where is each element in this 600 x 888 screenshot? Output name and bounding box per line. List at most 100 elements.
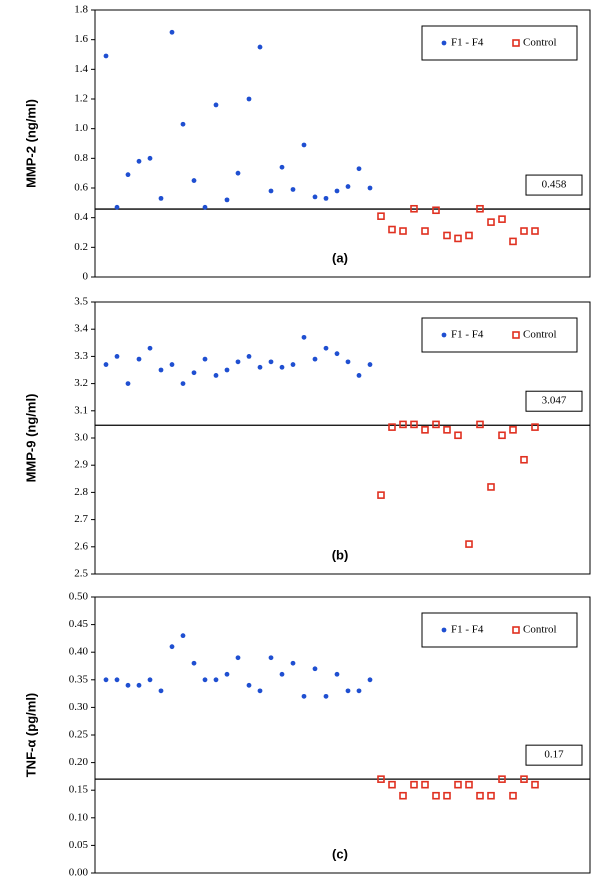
point (290, 187, 296, 192)
point (147, 345, 153, 351)
y-axis-label: MMP-9 (ng/ml) (23, 394, 38, 483)
point (114, 354, 120, 359)
point (531, 227, 539, 235)
point (268, 188, 274, 194)
point (301, 693, 307, 699)
point (345, 359, 351, 365)
legend-swatch (441, 332, 447, 338)
point (487, 791, 495, 800)
point (257, 364, 263, 370)
y-tick-label: 3.5 (74, 296, 88, 308)
point (465, 780, 473, 789)
point (509, 237, 517, 246)
point (377, 491, 385, 499)
point (103, 362, 109, 367)
legend-swatch (512, 331, 520, 339)
point (432, 206, 440, 215)
point (147, 155, 153, 161)
point (377, 775, 385, 783)
point (520, 227, 528, 235)
point (169, 29, 175, 35)
legend-swatch (441, 627, 447, 633)
point (421, 780, 429, 789)
y-tick-label: 0.50 (69, 591, 89, 603)
y-tick-label: 0.35 (69, 673, 89, 685)
legend-swatch (512, 626, 520, 634)
point (334, 188, 340, 194)
y-tick-label: 3.0 (74, 432, 88, 444)
y-tick-label: 0.15 (69, 784, 89, 796)
point (443, 426, 451, 434)
y-tick-label: 0.30 (69, 701, 89, 713)
panel-label: (a) (332, 250, 348, 265)
point (213, 373, 219, 378)
y-tick-label: 0.05 (69, 839, 89, 851)
point (509, 791, 517, 800)
y-tick-label: 0.20 (69, 756, 89, 768)
y-tick-label: 0.45 (69, 618, 89, 630)
point (169, 644, 175, 650)
y-axis-label: MMP-2 (ng/ml) (23, 99, 38, 188)
point (180, 633, 186, 639)
point (443, 231, 451, 240)
point (312, 194, 318, 200)
point (432, 791, 440, 800)
point (246, 354, 252, 359)
point (334, 351, 340, 357)
legend-label: Control (523, 37, 557, 49)
point (465, 231, 473, 240)
point (410, 780, 418, 789)
point (345, 184, 351, 189)
point (224, 671, 230, 677)
legend-label: Control (523, 624, 557, 636)
point (356, 688, 362, 694)
y-tick-label: 1.4 (74, 63, 88, 75)
panel-label: (b) (332, 547, 349, 562)
point (323, 195, 329, 201)
legend-swatch (441, 40, 447, 46)
point (476, 791, 484, 800)
point (345, 688, 351, 694)
legend-box (421, 612, 578, 648)
point (268, 655, 274, 661)
point (202, 204, 208, 210)
point (410, 420, 418, 429)
y-tick-label: 1.8 (74, 4, 88, 16)
point (531, 423, 539, 431)
y-tick-label: 2.7 (74, 513, 88, 525)
y-tick-label: 1.2 (74, 93, 88, 105)
legend-box (421, 25, 578, 61)
point (103, 677, 109, 683)
point (476, 204, 484, 213)
legend-label: Control (523, 329, 557, 341)
point (465, 540, 473, 548)
y-tick-label: 2.5 (74, 568, 88, 580)
legend-label: F1 - F4 (451, 37, 484, 49)
point (268, 359, 274, 365)
point (487, 483, 495, 491)
threshold-label: 3.047 (542, 395, 567, 407)
point (147, 677, 153, 683)
point (356, 373, 362, 378)
y-tick-label: 0.6 (74, 182, 88, 194)
y-tick-label: 0.40 (69, 646, 89, 658)
threshold-box (525, 390, 583, 412)
point (290, 660, 296, 666)
point (323, 345, 329, 351)
plot-frame (94, 9, 591, 278)
point (125, 381, 131, 386)
point (356, 166, 362, 172)
point (290, 362, 296, 367)
point (180, 381, 186, 386)
point (103, 53, 109, 59)
point (301, 334, 307, 340)
point (410, 204, 418, 213)
threshold-box (525, 174, 583, 196)
point (312, 666, 318, 672)
point (476, 420, 484, 429)
point (202, 677, 208, 683)
point (136, 158, 142, 164)
y-tick-label: 0.8 (74, 152, 88, 164)
point (377, 212, 385, 220)
